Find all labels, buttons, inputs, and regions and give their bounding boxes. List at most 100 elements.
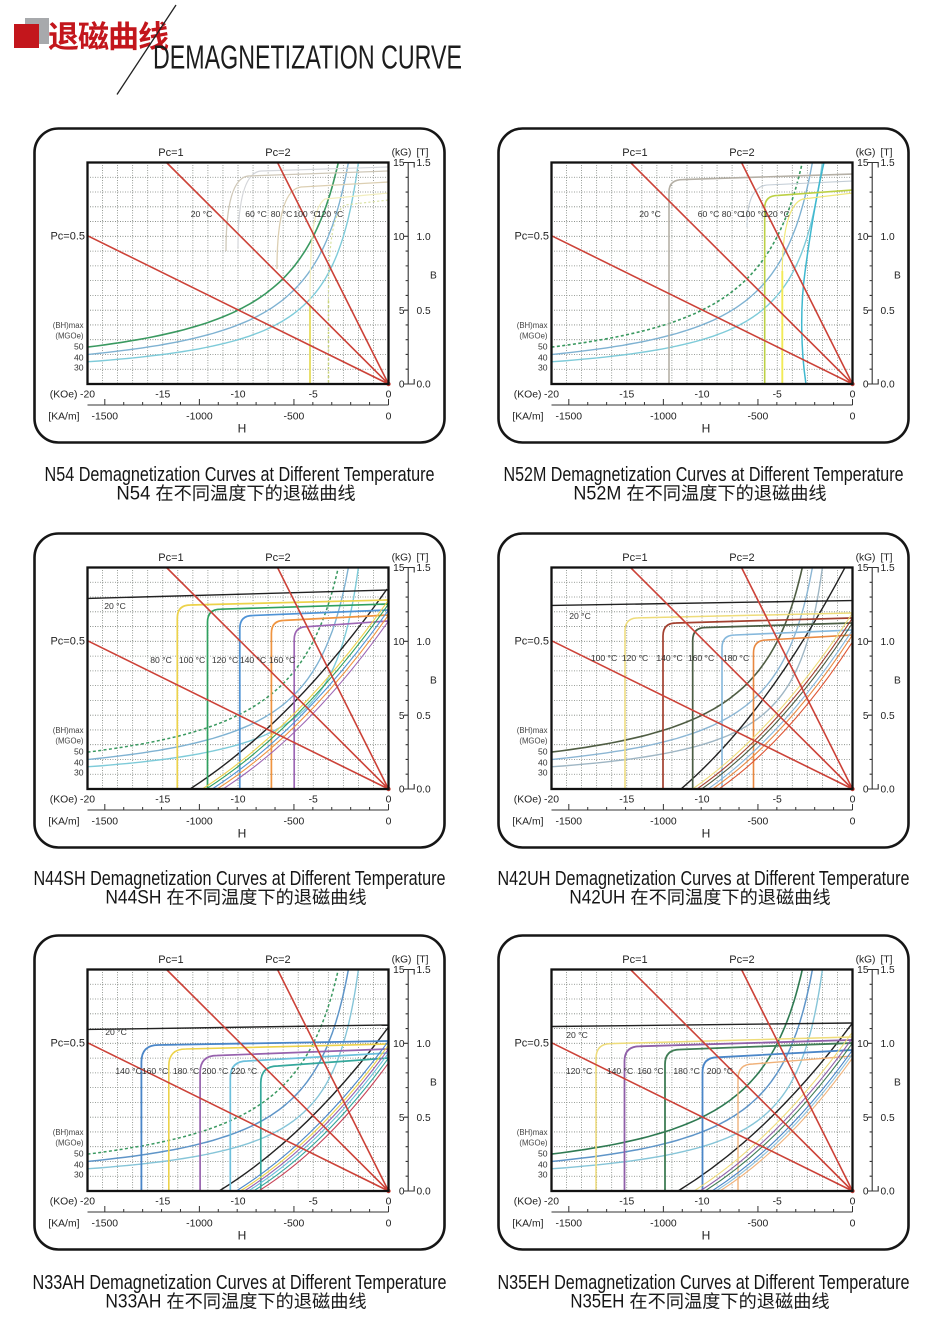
svg-text:N42UH: N42UH [569,888,625,909]
svg-text:(BH)max: (BH)max [53,1128,84,1137]
svg-text:(BH)max: (BH)max [517,726,548,735]
svg-text:40: 40 [74,353,84,363]
svg-text:0: 0 [863,380,869,391]
svg-text:160 °C: 160 °C [688,653,714,663]
svg-text:(BH)max: (BH)max [517,321,548,330]
svg-text:(KOe): (KOe) [50,1197,78,1208]
svg-text:5: 5 [399,1113,405,1124]
svg-text:-1500: -1500 [92,1219,119,1230]
svg-text:1.5: 1.5 [881,563,895,574]
svg-text:-10: -10 [694,390,709,401]
svg-text:(KOe): (KOe) [50,795,78,806]
svg-text:B: B [430,676,437,687]
svg-text:5: 5 [863,1113,869,1124]
svg-text:Pc=1: Pc=1 [622,954,647,966]
svg-text:30: 30 [538,768,548,778]
svg-text:0.0: 0.0 [417,1187,431,1198]
svg-text:N52M: N52M [573,484,621,505]
svg-text:100 °C: 100 °C [741,209,767,219]
svg-text:[KA/m]: [KA/m] [512,1219,543,1230]
svg-text:1.5: 1.5 [417,158,431,169]
svg-text:0: 0 [863,1187,869,1198]
svg-text:15: 15 [857,965,869,976]
svg-text:Pc=2: Pc=2 [265,147,290,159]
svg-text:-15: -15 [619,795,634,806]
svg-text:N35EH Demagnetization Curves a: N35EH Demagnetization Curves at Differen… [498,1272,910,1294]
svg-text:140 °C: 140 °C [115,1066,141,1076]
svg-text:Pc=0.5: Pc=0.5 [514,636,549,648]
svg-text:B: B [894,271,901,282]
svg-text:N35EH: N35EH [570,1292,624,1313]
svg-text:-5: -5 [773,1197,782,1208]
svg-text:180 °C: 180 °C [723,653,749,663]
svg-text:50: 50 [74,747,84,757]
svg-text:0: 0 [850,795,856,806]
svg-text:140 °C: 140 °C [240,655,266,665]
svg-text:N44SH: N44SH [105,888,161,909]
svg-text:0: 0 [850,1219,856,1230]
svg-text:0.0: 0.0 [417,785,431,796]
svg-text:Pc=2: Pc=2 [729,552,754,564]
svg-text:-20: -20 [80,1197,95,1208]
svg-text:10: 10 [857,637,869,648]
svg-text:H: H [238,827,247,841]
svg-text:10: 10 [857,1039,869,1050]
svg-text:0.5: 0.5 [417,711,431,722]
svg-text:1.0: 1.0 [881,1039,895,1050]
svg-text:-20: -20 [80,795,95,806]
svg-text:10: 10 [393,232,405,243]
svg-text:200 °C: 200 °C [707,1066,733,1076]
svg-text:-10: -10 [230,795,245,806]
svg-text:5: 5 [399,306,405,317]
svg-text:-10: -10 [230,390,245,401]
svg-text:-1000: -1000 [650,817,677,828]
svg-text:1.0: 1.0 [417,232,431,243]
svg-text:(KOe): (KOe) [514,1197,542,1208]
svg-text:50: 50 [538,747,548,757]
svg-text:-15: -15 [155,795,170,806]
svg-text:40: 40 [538,758,548,768]
svg-text:5: 5 [863,711,869,722]
svg-text:(KOe): (KOe) [50,390,78,401]
svg-text:20 °C: 20 °C [104,601,126,611]
svg-text:B: B [430,1078,437,1089]
svg-text:1.5: 1.5 [417,965,431,976]
svg-text:Pc=0.5: Pc=0.5 [50,636,85,648]
svg-text:-15: -15 [619,390,634,401]
svg-text:80 °C: 80 °C [150,655,172,665]
svg-text:H: H [702,422,711,436]
svg-text:(MGOe): (MGOe) [519,737,548,746]
svg-text:50: 50 [538,342,548,352]
svg-text:H: H [702,827,711,841]
svg-text:5: 5 [399,711,405,722]
svg-text:60 °C: 60 °C [245,209,267,219]
svg-text:N42UH Demagnetization Curves a: N42UH Demagnetization Curves at Differen… [498,868,910,890]
svg-text:20 °C: 20 °C [569,611,591,621]
svg-text:0: 0 [850,817,856,828]
svg-text:5: 5 [863,306,869,317]
svg-text:1.0: 1.0 [417,1039,431,1050]
svg-text:0: 0 [386,817,392,828]
svg-text:-500: -500 [748,412,769,423]
svg-text:Pc=2: Pc=2 [265,954,290,966]
svg-text:120 °C: 120 °C [566,1066,592,1076]
svg-text:1.0: 1.0 [881,232,895,243]
svg-text:Pc=2: Pc=2 [729,954,754,966]
svg-text:1.0: 1.0 [417,637,431,648]
svg-text:Pc=1: Pc=1 [158,954,183,966]
svg-text:20 °C: 20 °C [566,1030,588,1040]
svg-text:80 °C: 80 °C [722,209,744,219]
svg-text:(BH)max: (BH)max [517,1128,548,1137]
svg-text:0: 0 [386,795,392,806]
svg-text:0: 0 [386,1219,392,1230]
svg-text:120 °C: 120 °C [622,653,648,663]
svg-text:(kG): (kG) [392,553,412,564]
svg-text:1.5: 1.5 [417,563,431,574]
svg-text:120 °C: 120 °C [763,209,789,219]
svg-text:-5: -5 [309,390,318,401]
svg-text:-20: -20 [80,390,95,401]
svg-text:[KA/m]: [KA/m] [48,412,79,423]
svg-text:20 °C: 20 °C [191,209,213,219]
svg-text:(kG): (kG) [856,148,876,159]
svg-text:30: 30 [74,363,84,373]
